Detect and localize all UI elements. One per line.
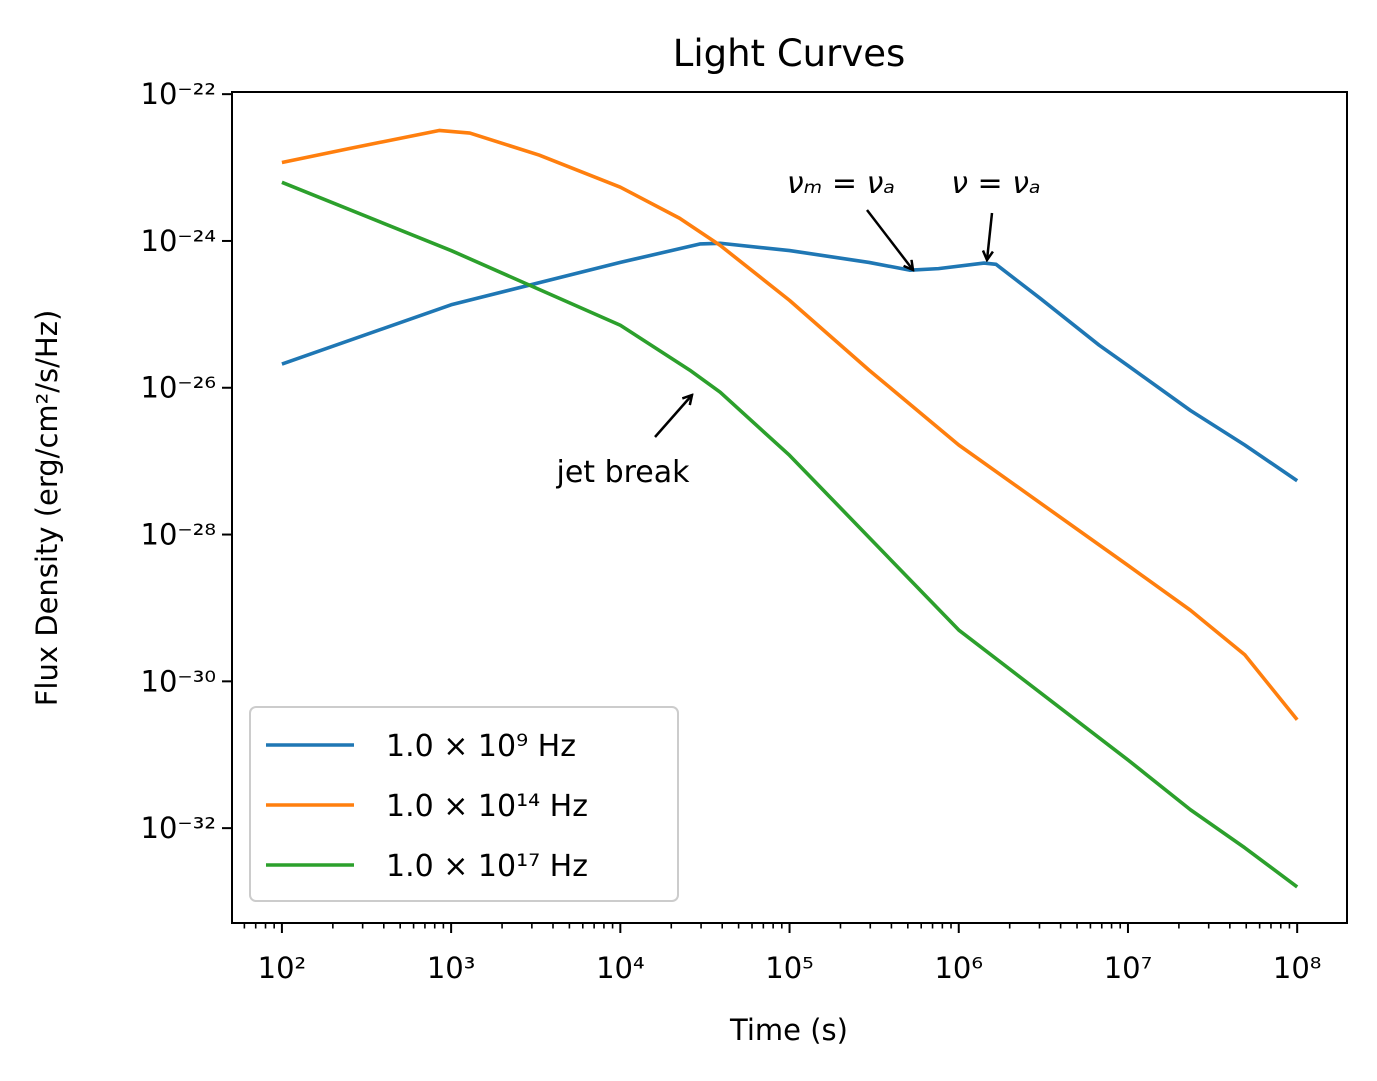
y-tick-label: 10⁻²⁶ [141, 371, 216, 405]
x-tick-label: 10⁷ [1104, 951, 1153, 985]
annotation: ν = νₐ [951, 166, 1040, 201]
y-tick-label: 10⁻²⁸ [141, 518, 216, 552]
series-line [281, 180, 1299, 889]
y-axis-label: Flux Density (erg/cm²/s/Hz) [30, 310, 64, 707]
annotation: jet break [555, 455, 690, 490]
x-tick-label: 10² [258, 951, 307, 985]
legend-label: 1.0 × 10¹⁴ Hz [386, 789, 588, 824]
chart-title: Light Curves [673, 32, 906, 75]
x-tick-label: 10³ [427, 951, 476, 985]
annotation-arrow [654, 395, 692, 438]
x-tick-label: 10⁶ [934, 951, 983, 985]
x-axis-label: Time (s) [729, 1013, 848, 1047]
y-tick-label: 10⁻²² [141, 77, 216, 111]
annotation: νₘ = νₐ [787, 166, 895, 201]
legend-label: 1.0 × 10⁹ Hz [386, 729, 576, 764]
annotation-arrow [987, 212, 992, 260]
x-tick-label: 10⁴ [596, 951, 645, 985]
series-line [281, 128, 1299, 721]
y-tick-label: 10⁻³² [141, 811, 216, 845]
y-tick-label: 10⁻²⁴ [141, 224, 216, 258]
legend-label: 1.0 × 10¹⁷ Hz [386, 849, 588, 884]
x-tick-label: 10⁵ [765, 951, 814, 985]
x-tick-label: 10⁸ [1273, 951, 1322, 985]
annotation-arrow [866, 209, 913, 270]
series-line [281, 241, 1299, 483]
y-tick-label: 10⁻³⁰ [141, 664, 216, 698]
legend-box [249, 706, 679, 902]
